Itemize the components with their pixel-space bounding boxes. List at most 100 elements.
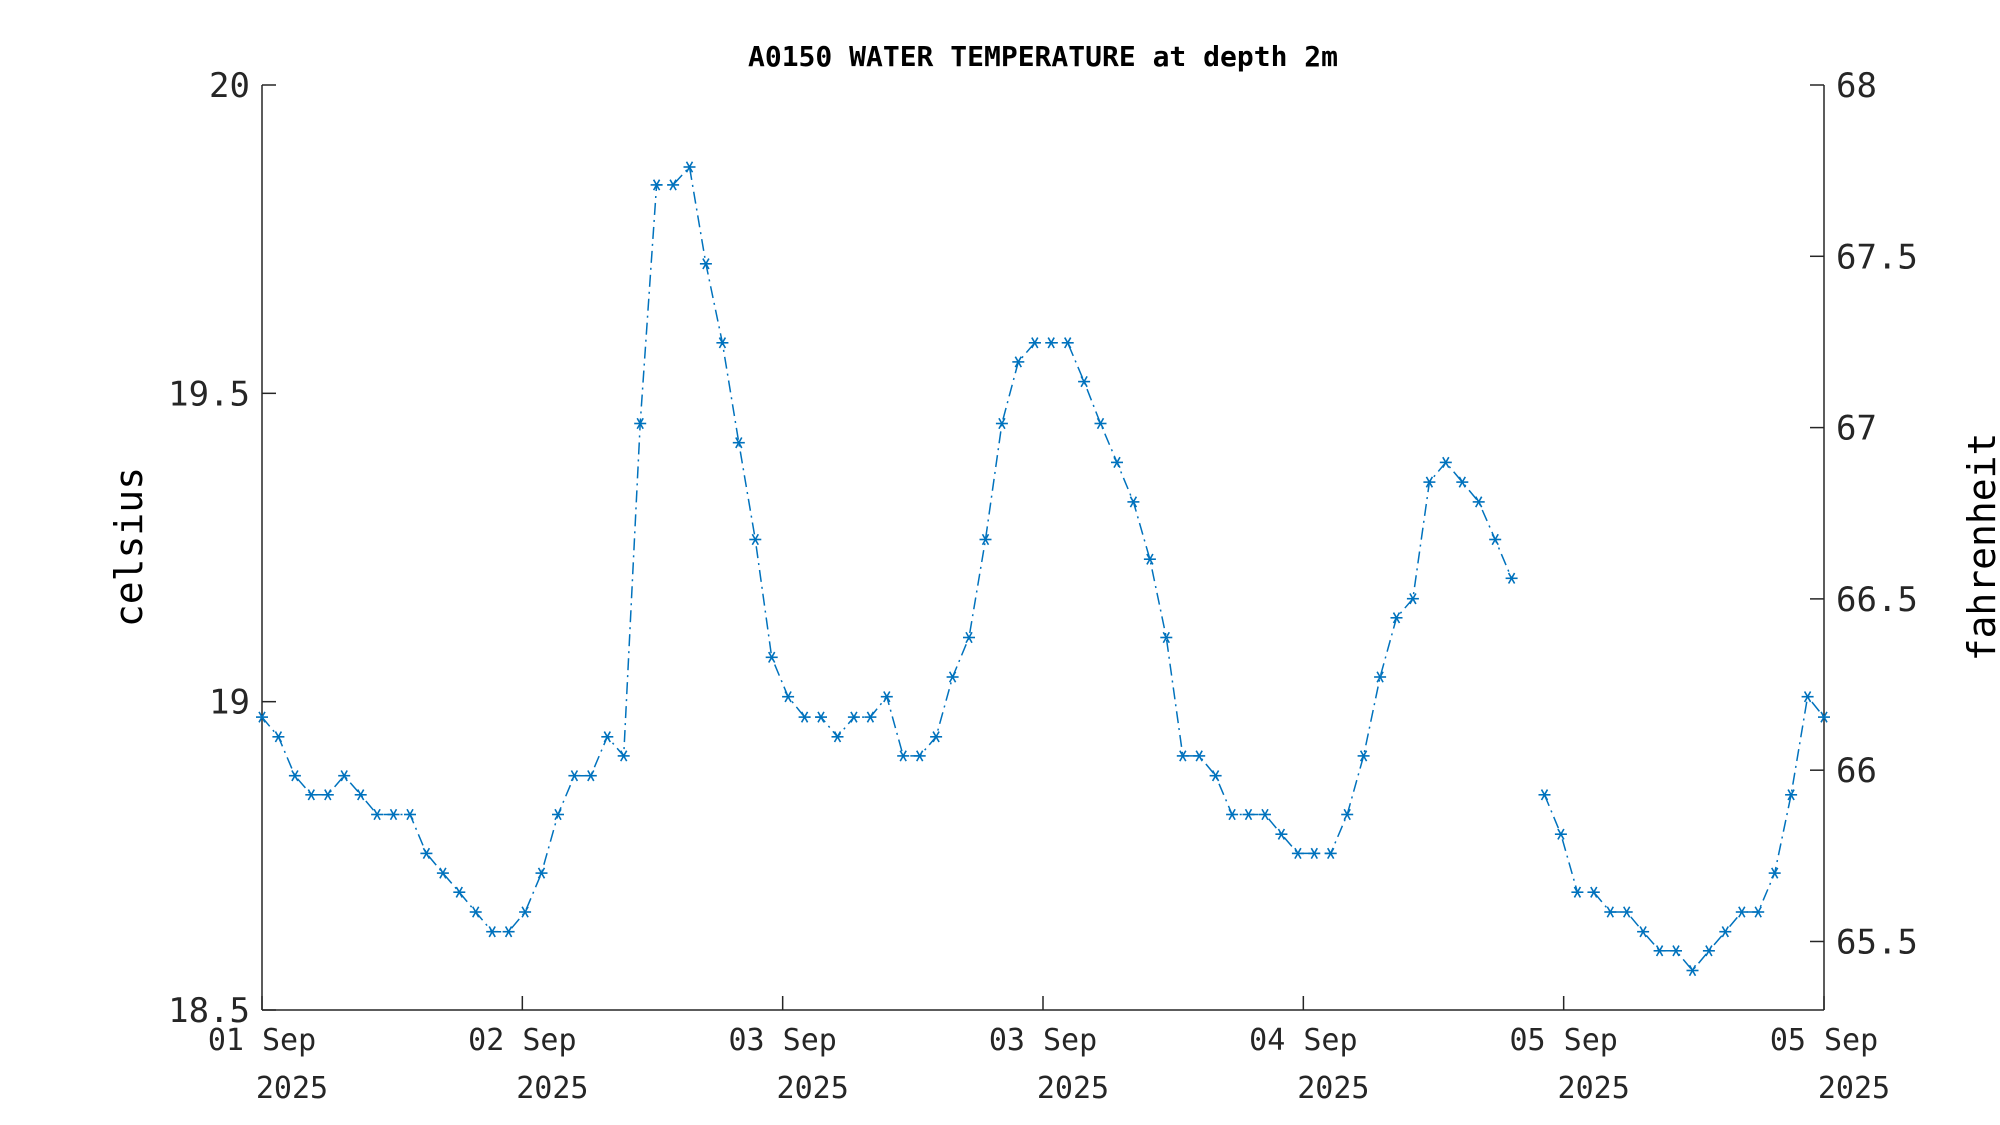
series-water-temperature [256,161,1830,977]
y-axis-label: celsius [107,467,151,627]
data-point [1226,808,1239,821]
data-point [1505,572,1518,584]
data-point [1045,337,1058,349]
data-point [256,711,268,723]
x-tick-label-year: 2025 [777,1071,849,1106]
y2-tick-label: 65.5 [1836,922,1918,962]
data-point [552,808,564,821]
data-point [634,417,647,430]
data-point [1390,612,1403,624]
y-tick-label: 19 [209,683,250,723]
x-tick-label-day: 05 Sep [1509,1023,1617,1058]
data-point [716,337,729,349]
x-tick-label-day: 05 Sep [1770,1023,1878,1058]
data-point [1143,553,1156,565]
data-point [453,886,466,898]
data-point [1291,847,1304,860]
data-point [354,789,367,801]
data-point [1193,750,1206,762]
data-point [1752,906,1765,918]
data-point [913,750,926,762]
data-point [584,770,597,782]
data-point [387,808,400,821]
data-point [1472,496,1485,508]
x-tick-label-year: 2025 [256,1071,328,1106]
data-point [1028,337,1041,349]
data-point [979,533,992,546]
data-point [1719,926,1732,938]
data-point [897,750,910,762]
data-point [288,770,301,782]
data-point [1061,337,1074,349]
x-tick-label-day: 01 Sep [208,1023,316,1058]
data-point [1078,375,1091,388]
left-y-ticks: 18.5 19 19.5 20 [168,66,276,1031]
x-tick-label-day: 03 Sep [728,1023,836,1058]
data-point [1259,808,1271,821]
data-point [1094,417,1107,430]
data-point [1554,828,1567,840]
data-point [1456,476,1469,488]
data-point [1702,945,1715,957]
data-point [1768,867,1781,879]
data-point [782,691,795,703]
data-point [1637,926,1650,938]
data-point [995,417,1008,430]
x-tick-label-year: 2025 [1558,1071,1630,1106]
chart-title: A0150 WATER TEMPERATURE at depth 2m [748,40,1338,73]
data-point [568,770,581,782]
data-point [1653,945,1666,957]
y2-tick-label: 67.5 [1836,237,1918,277]
data-point [749,533,762,546]
data-point [420,847,433,860]
axes [261,85,1825,1011]
data-point [519,906,532,918]
y2-axis-label: fahrenheit [1960,433,2000,662]
data-point [683,161,696,173]
data-point [1341,808,1354,821]
data-point [404,808,416,821]
data-point [1735,906,1748,918]
data-point [1308,847,1321,860]
data-point [305,789,318,801]
data-point [1620,906,1633,918]
data-point [1374,671,1387,683]
data-point [650,179,663,191]
data-point [1160,631,1173,644]
y-tick-label: 20 [209,66,250,106]
data-point [535,867,548,879]
data-point [617,750,630,762]
data-point [798,711,811,723]
data-point [1357,750,1370,762]
data-point [1587,886,1600,898]
data-point [1012,356,1025,368]
data-point [502,926,515,938]
x-tick-label-day: 02 Sep [468,1023,576,1058]
x-tick-label-year: 2025 [516,1071,588,1106]
data-point [1324,847,1337,860]
data-point [1785,789,1798,801]
data-point [1571,886,1584,898]
series-line-segment [261,165,1513,933]
data-point [436,867,449,879]
data-point [1670,945,1682,957]
data-point [338,770,351,782]
y-tick-label: 19.5 [168,374,250,414]
data-point [1489,533,1502,546]
data-point [765,651,778,663]
x-ticks: 01 Sep 2025 02 Sep 2025 03 Sep 2025 03 Sep 2025… [208,996,1890,1106]
data-point [732,437,745,449]
x-tick-label-year: 2025 [1297,1071,1369,1106]
y2-tick-label: 68 [1836,66,1877,106]
data-point [1176,750,1189,762]
data-point [1209,770,1222,782]
x-tick-label-day: 04 Sep [1249,1023,1357,1058]
data-point [1275,828,1288,840]
data-point [963,631,975,644]
data-point [1818,711,1830,723]
y-tick-label: 18.5 [168,991,250,1031]
data-point [486,926,499,938]
data-point [469,906,482,918]
series-line-segment [1543,694,1825,972]
